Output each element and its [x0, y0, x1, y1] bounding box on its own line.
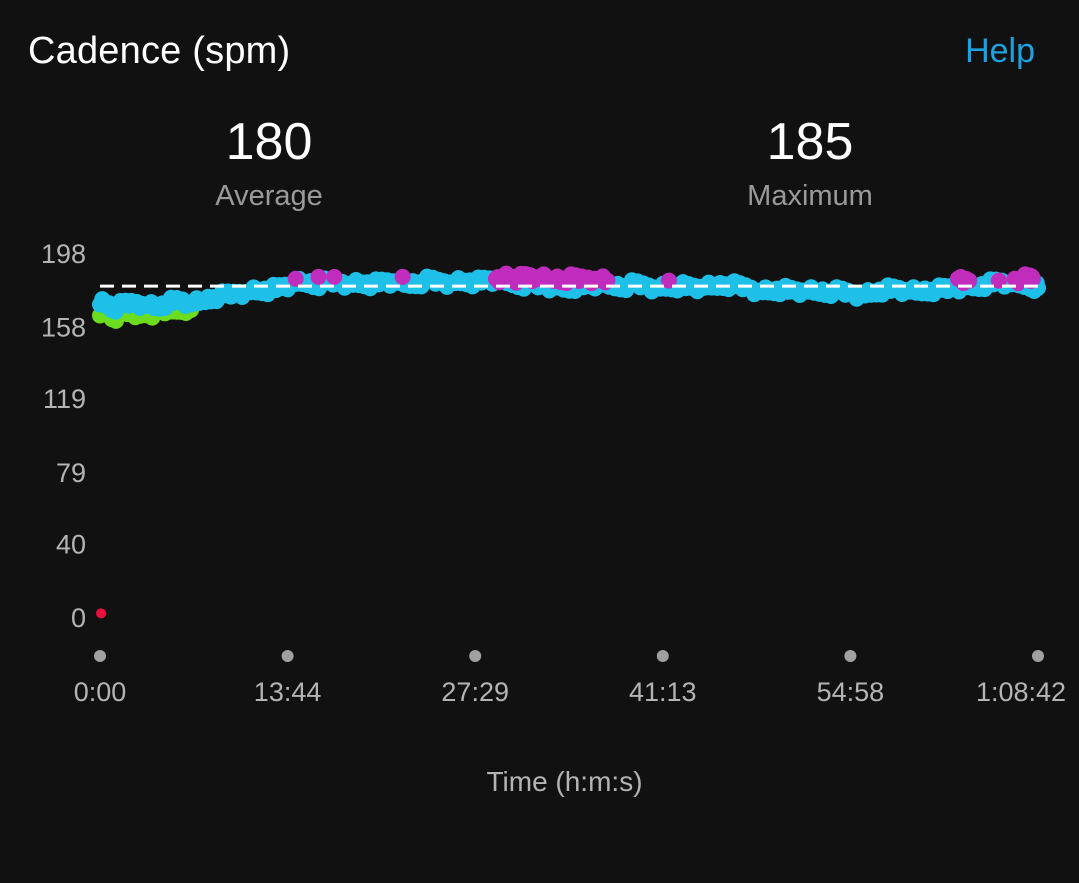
average-label: Average — [215, 180, 323, 212]
x-tick-dot — [656, 650, 669, 662]
data-point — [990, 272, 1007, 289]
x-tick-label: 54:58 — [817, 677, 885, 707]
data-point — [660, 272, 677, 289]
y-tick-label: 40 — [56, 529, 86, 559]
x-tick-dot — [281, 650, 294, 662]
x-tick-dot — [844, 650, 857, 662]
y-tick-label: 198 — [41, 239, 86, 269]
data-point — [1024, 270, 1041, 287]
data-point — [961, 272, 978, 289]
chart-title: Cadence (spm) — [28, 30, 291, 72]
maximum-stat: 185 Maximum — [660, 112, 960, 213]
data-point — [310, 268, 327, 285]
average-value: 180 — [225, 113, 313, 171]
x-tick-label: 1:08:42 — [976, 677, 1066, 707]
x-tick-label: 0:00 — [74, 677, 127, 707]
x-axis-label: Time (h:m:s) — [486, 766, 643, 797]
help-link[interactable]: Help — [965, 32, 1035, 70]
y-tick-label: 79 — [56, 458, 86, 488]
x-tick-dot — [469, 650, 482, 662]
average-stat: 180 Average — [119, 112, 419, 213]
maximum-value: 185 — [766, 113, 854, 171]
x-tick-label: 41:13 — [629, 677, 697, 707]
data-point — [599, 272, 616, 289]
x-tick-dot — [94, 650, 106, 662]
data-point — [96, 608, 107, 619]
x-tick-dot — [1032, 650, 1044, 662]
y-tick-label: 119 — [43, 384, 86, 414]
y-tick-label: 158 — [41, 313, 86, 343]
data-point — [394, 268, 411, 285]
maximum-label: Maximum — [747, 180, 873, 212]
x-tick-label: 27:29 — [441, 677, 509, 707]
x-tick-label: 13:44 — [254, 677, 322, 707]
y-tick-label: 0 — [71, 603, 86, 633]
data-point — [287, 270, 304, 287]
data-point — [326, 268, 343, 285]
